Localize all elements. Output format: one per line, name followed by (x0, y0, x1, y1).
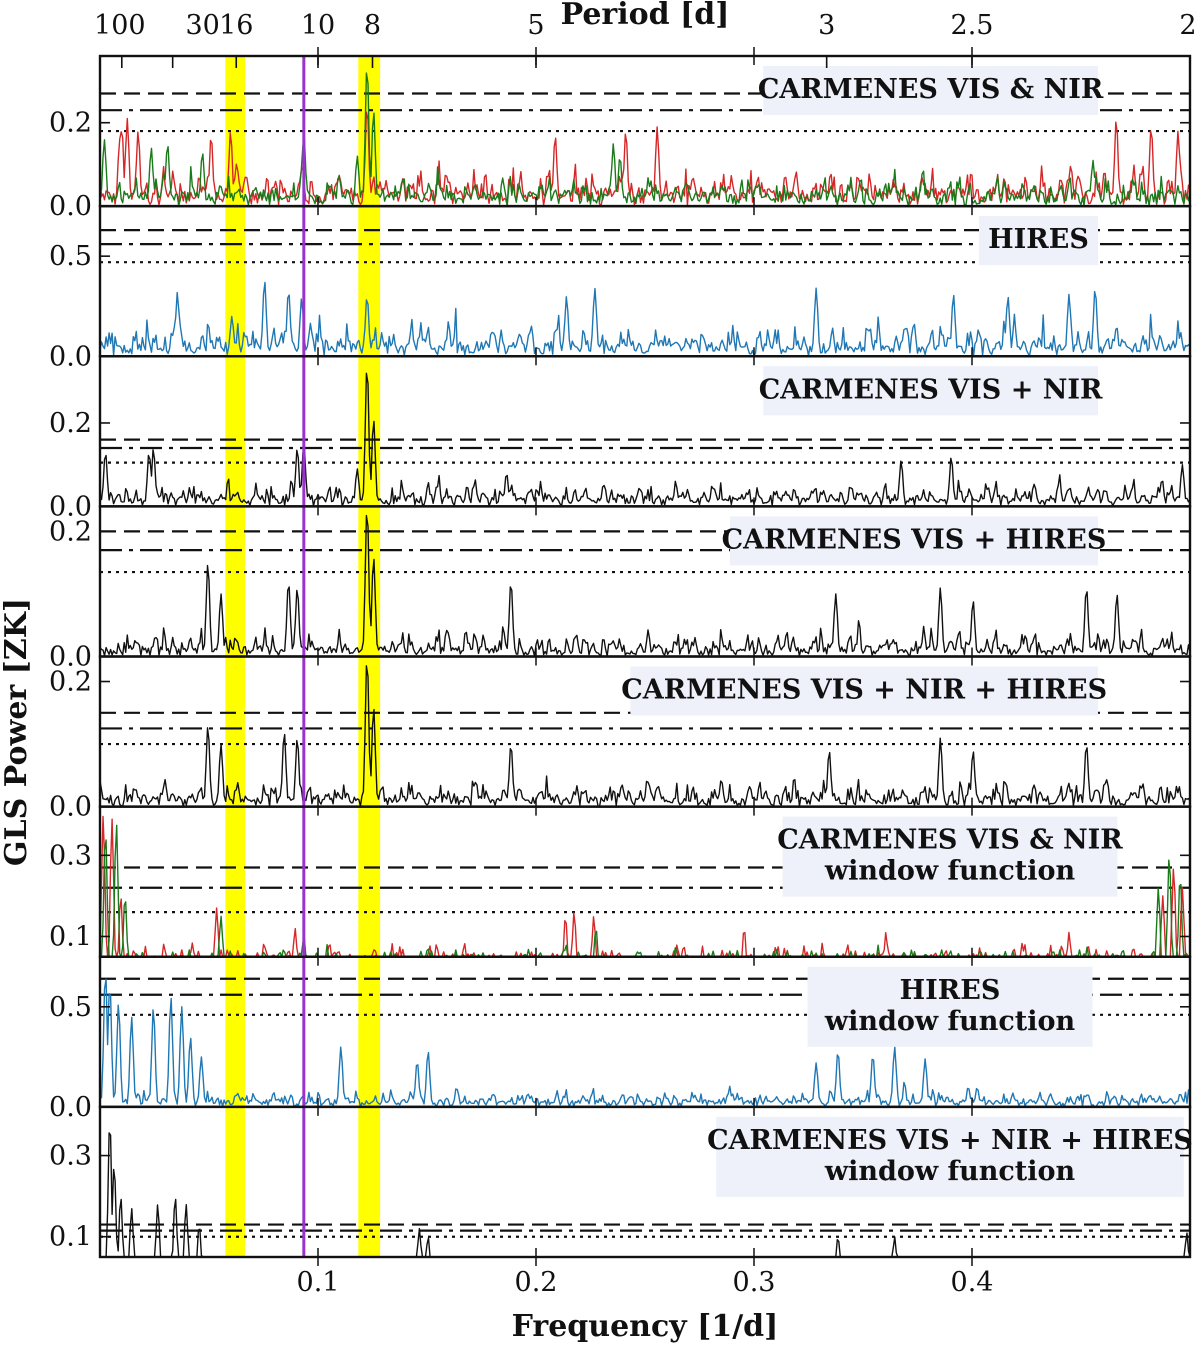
x-tick-label: 0.1 (297, 1267, 340, 1298)
panel-2: HIRES (99, 216, 1191, 357)
period-tick-label: 10 (301, 10, 335, 41)
period-tick-label: 16 (219, 10, 253, 41)
y-tick-label: 0.2 (49, 408, 92, 439)
y-tick-label: 0.0 (49, 642, 92, 673)
panel-label-line: HIRES (900, 975, 1001, 1006)
panel-label-line: window function (824, 856, 1076, 887)
y-tick-label: 0.3 (49, 1141, 92, 1172)
panel-label-line: CARMENES VIS + NIR (759, 374, 1103, 405)
y-tick-label: 0.0 (49, 1092, 92, 1123)
x-tick-label: 0.4 (951, 1267, 994, 1298)
panel-4: CARMENES VIS + HIRES (99, 514, 1191, 657)
panel-label-line: CARMENES VIS + NIR + HIRES (707, 1125, 1193, 1156)
panel-label-box (979, 216, 1098, 266)
panel-label-line: CARMENES VIS & NIR (777, 825, 1123, 856)
series-vis-nir (99, 372, 1191, 507)
panel-label-line: CARMENES VIS + NIR + HIRES (621, 675, 1107, 706)
panel-frame (98, 1105, 1192, 1259)
period-tick-label: 100 (94, 10, 146, 41)
y-tick-label: 0.1 (49, 1222, 92, 1253)
y-tick-label: 0.2 (49, 108, 92, 139)
series-nir (99, 72, 1191, 207)
panel-label-line: window function (824, 1006, 1076, 1037)
period-tick-label: 30 (185, 10, 219, 41)
series-vis (99, 111, 1191, 207)
frequency-axis-title: Frequency [1/d] (512, 1309, 779, 1344)
period-tick-label: 3 (818, 10, 835, 41)
period-tick-label: 8 (364, 10, 381, 41)
panel-label-line: window function (824, 1156, 1076, 1187)
series-vis-hires (99, 514, 1191, 657)
panel-1: CARMENES VIS & NIR (99, 66, 1191, 207)
period-tick-label: 2.5 (951, 10, 994, 41)
series-vis-nir-hires (99, 665, 1191, 808)
panel-label-box (782, 816, 1118, 897)
series-hires-window (99, 978, 1191, 1108)
x-tick-label: 0.3 (733, 1267, 776, 1298)
panel-label-box (716, 1116, 1184, 1197)
panel-label-box (763, 366, 1098, 416)
y-tick-label: 0.0 (49, 341, 92, 372)
axes-frame: 0.00.20.00.50.00.20.00.20.00.20.10.30.00… (49, 54, 1192, 1259)
panel-5: CARMENES VIS + NIR + HIRES (99, 665, 1191, 808)
power-axis-title: GLS Power [ZK] (0, 598, 34, 866)
x-tick-label: 0.2 (515, 1267, 558, 1298)
y-tick-label: 0.5 (49, 241, 92, 272)
panel-label-box (630, 666, 1098, 716)
panel-label-line: CARMENES VIS & NIR (758, 74, 1104, 105)
series-hires (99, 281, 1191, 357)
y-tick-label: 0.2 (49, 516, 92, 547)
panel-label-box (763, 66, 1098, 115)
y-tick-label: 0.0 (49, 792, 92, 823)
y-tick-label: 0.3 (49, 840, 92, 871)
period-axis-title: Period [d] (561, 0, 730, 32)
period-tick-label: 2 (1179, 10, 1196, 41)
y-tick-label: 0.0 (49, 491, 92, 522)
panel-label-box (807, 966, 1093, 1047)
period-tick-label: 5 (527, 10, 544, 41)
y-tick-label: 0.2 (49, 667, 92, 698)
y-tick-label: 0.0 (49, 191, 92, 222)
panel-label-line: CARMENES VIS + HIRES (722, 524, 1107, 555)
y-tick-label: 0.5 (49, 992, 92, 1023)
y-tick-label: 0.1 (49, 921, 92, 952)
panel-label-box (730, 516, 1098, 566)
panel-3: CARMENES VIS + NIR (99, 366, 1191, 507)
panel-label-line: HIRES (988, 224, 1089, 255)
panel-stack: CARMENES VIS & NIR HIRES CARMENES VIS + NI… (99, 66, 1193, 1258)
frequency-axis: 0.1 0.2 0.3 0.4 (297, 47, 994, 1298)
